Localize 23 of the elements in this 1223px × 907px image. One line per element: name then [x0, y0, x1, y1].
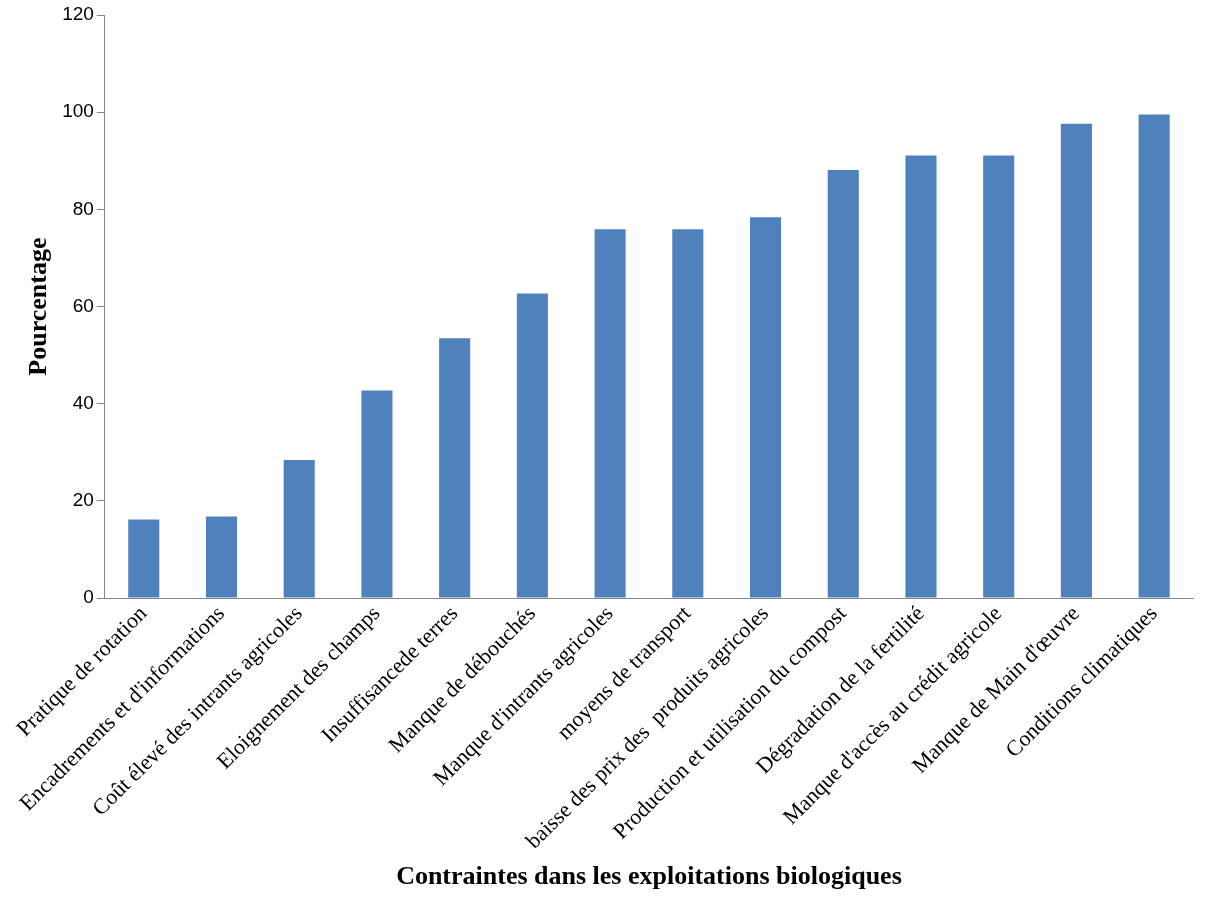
x-axis-title: Contraintes dans les exploitations biologiques — [396, 861, 902, 891]
bar — [205, 516, 238, 598]
bar — [439, 338, 471, 598]
bar — [516, 293, 548, 598]
bar — [749, 217, 782, 598]
bar — [283, 460, 315, 598]
y-tick-label: 120 — [62, 3, 94, 25]
bar — [905, 155, 937, 598]
bar — [827, 170, 859, 598]
y-tick-label: 80 — [72, 197, 94, 219]
bar — [672, 229, 704, 598]
y-tick-label: 40 — [72, 391, 94, 413]
bar — [361, 390, 393, 598]
bar — [1138, 114, 1170, 598]
y-tick-label: 60 — [72, 294, 94, 316]
y-tick-label: 20 — [72, 489, 94, 511]
y-axis-title: Pourcentage — [23, 237, 53, 376]
bar — [983, 155, 1015, 598]
y-tick-label: 100 — [62, 100, 94, 122]
bar — [128, 519, 160, 598]
bar — [594, 229, 626, 598]
bar — [1060, 123, 1092, 598]
y-tick-label: 0 — [83, 586, 94, 608]
